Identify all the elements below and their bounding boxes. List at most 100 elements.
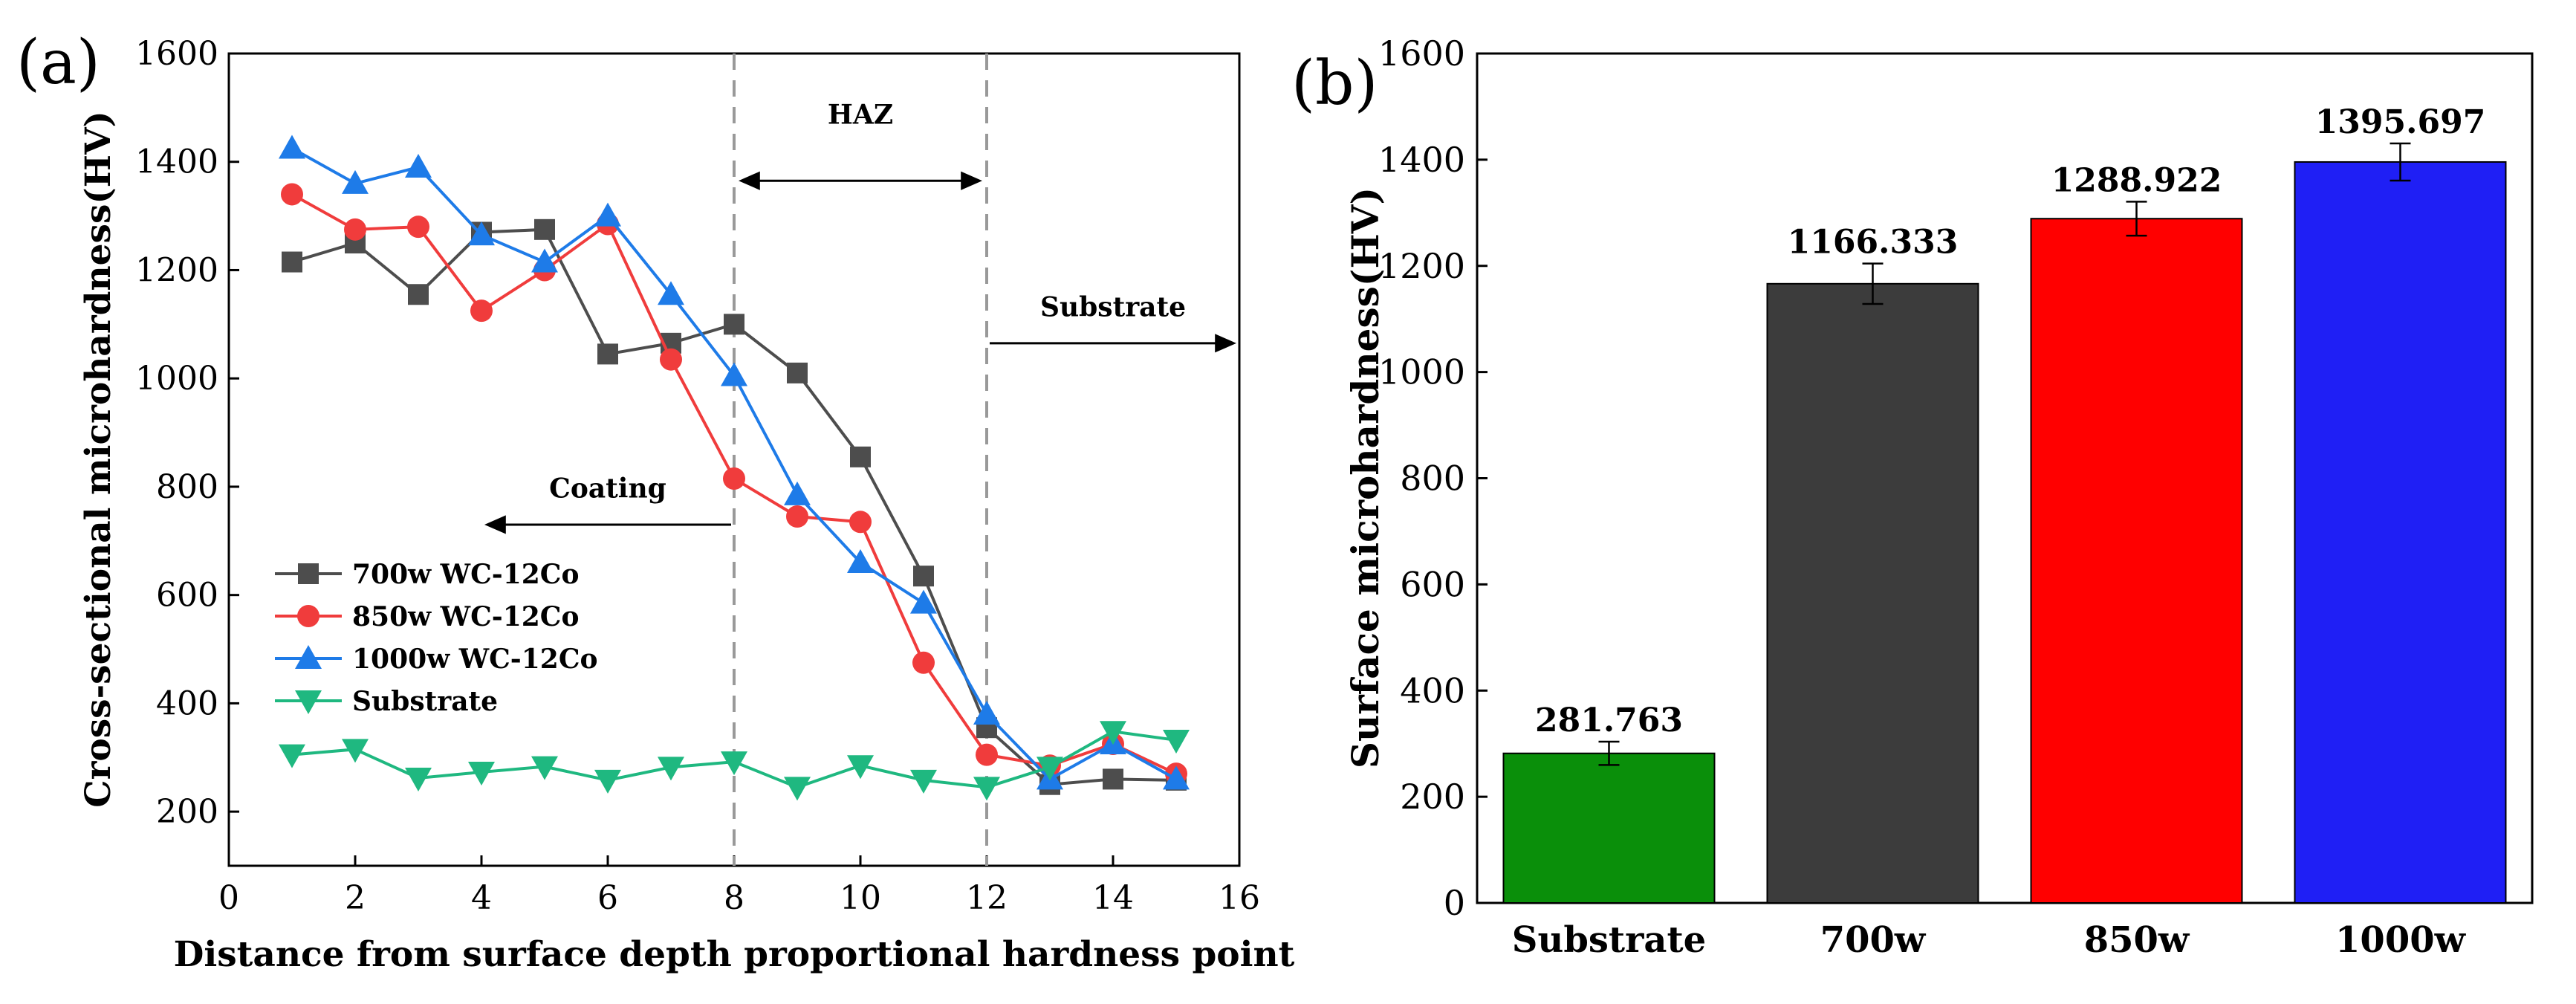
panel-a-y-axis-label: Cross-sectional microhardness(HV)	[78, 111, 119, 808]
bar-value-label: 1166.333	[1788, 224, 1959, 262]
substrate-arrowhead	[1215, 334, 1236, 353]
substrate-region-label: Substrate	[1040, 291, 1186, 323]
data-point	[597, 343, 618, 365]
panel-b-y-tick-label: 1200	[1378, 246, 1465, 286]
data-point	[531, 756, 558, 780]
panel-a-x-axis-label: Distance from surface depth proportional…	[174, 934, 1295, 975]
data-point	[787, 362, 808, 383]
panel-b-bar-chart: (b) 0 200 400 600 800 1000 1200 1400 1600 281.76…	[1291, 33, 2534, 961]
data-point	[721, 751, 747, 776]
panel-a-y-tick-label: 1600	[135, 35, 218, 73]
series-substrate	[279, 721, 1190, 801]
bar-700w	[1766, 282, 1979, 904]
data-point	[973, 700, 1000, 725]
data-point	[531, 248, 558, 273]
data-point	[973, 777, 1000, 801]
legend-marker	[295, 645, 322, 669]
data-point	[342, 169, 369, 194]
panel-b-x-axis: Substrate 700w 850w 1000w	[1512, 919, 2467, 961]
data-point	[468, 221, 495, 246]
panel-b-y-tick-label: 800	[1400, 459, 1465, 499]
panel-a-line-chart: (a) 200 400 600 800 1000 1200 1400 1600 0 2 4 6 8 10…	[16, 27, 1295, 975]
data-point	[847, 755, 874, 780]
data-point	[408, 284, 429, 305]
data-point	[910, 589, 937, 614]
panel-a-y-tick-label: 200	[156, 793, 218, 831]
data-point	[658, 281, 684, 305]
panel-a-x-tick-label: 2	[345, 879, 366, 917]
coating-arrowhead	[484, 515, 506, 534]
panel-a-x-tick-label: 12	[966, 879, 1008, 917]
panel-a-y-tick-label: 400	[156, 684, 218, 722]
data-point	[342, 739, 369, 763]
legend-marker	[298, 563, 319, 584]
data-point	[594, 769, 621, 794]
data-point	[723, 467, 745, 490]
panel-b-y-axis: 0 200 400 600 800 1000 1200 1400 1600	[1378, 33, 1487, 923]
panel-b-x-tick-label: 850w	[2084, 919, 2190, 961]
panel-b-y-tick-label: 400	[1400, 670, 1465, 710]
data-point	[849, 511, 872, 534]
legend-label: 700w WC-12Co	[352, 559, 579, 590]
data-point	[468, 761, 495, 786]
panel-a-label: (a)	[16, 27, 100, 98]
data-point	[279, 135, 305, 159]
panel-b-y-tick-label: 0	[1444, 883, 1465, 923]
data-point	[660, 348, 682, 371]
data-point	[534, 218, 555, 240]
haz-arrowhead-right	[961, 171, 982, 190]
bar-850w	[2030, 218, 2243, 904]
data-point	[470, 299, 493, 323]
data-point	[1036, 757, 1063, 781]
bar-value-label: 1395.697	[2315, 103, 2486, 141]
data-point	[1100, 721, 1126, 745]
panel-a-y-tick-label: 1000	[135, 360, 218, 398]
panel-a-x-tick-label: 16	[1219, 879, 1260, 917]
legend-marker	[297, 605, 319, 627]
data-point	[724, 314, 744, 335]
panel-a-x-axis: 0 2 4 6 8 10 12 14 16	[218, 855, 1260, 917]
data-point	[913, 566, 934, 587]
panel-b-x-tick-label: Substrate	[1512, 919, 1706, 961]
haz-arrowhead-left	[739, 171, 760, 190]
data-point	[1163, 729, 1190, 754]
legend-label: 850w WC-12Co	[352, 601, 579, 632]
data-point	[282, 251, 302, 273]
panel-b-y-tick-label: 1000	[1378, 352, 1465, 392]
data-point	[910, 769, 937, 794]
legend-label: 1000w WC-12Co	[352, 644, 598, 675]
panel-a-x-tick-label: 14	[1092, 879, 1134, 917]
bar-1000w	[2294, 161, 2507, 904]
data-point	[594, 202, 621, 227]
panel-b-y-tick-label: 600	[1400, 564, 1465, 604]
bar-value-label: 1288.922	[2051, 161, 2222, 199]
data-point	[784, 481, 811, 505]
data-point	[405, 154, 432, 178]
data-point	[784, 777, 811, 801]
data-point	[850, 446, 871, 467]
series-700w-wc-12co	[282, 218, 1187, 795]
coating-label: Coating	[549, 473, 666, 505]
panel-a-x-tick-label: 10	[840, 879, 881, 917]
panel-a-series	[279, 135, 1190, 801]
bar-value-label: 281.763	[1535, 702, 1683, 739]
panel-b-y-tick-label: 200	[1400, 777, 1465, 817]
data-point	[1103, 768, 1123, 790]
panel-b-y-tick-label: 1400	[1378, 140, 1465, 180]
panel-a-legend: 700w WC-12Co 850w WC-12Co 1000w WC-12Co Sub…	[275, 559, 598, 717]
data-point	[721, 362, 747, 386]
panel-b-y-tick-label: 1600	[1378, 33, 1465, 74]
data-point	[786, 505, 808, 528]
data-point	[407, 216, 429, 239]
panel-a-x-tick-label: 8	[724, 879, 744, 917]
data-point	[405, 767, 432, 791]
data-point	[847, 548, 874, 573]
data-point	[658, 757, 684, 781]
panel-a-annotations: HAZ Substrate Coating	[484, 100, 1236, 534]
panel-b-bars: 281.763 1166.333 1288.922 1395.697	[1502, 103, 2507, 904]
data-point	[912, 651, 935, 674]
panel-a-x-tick-label: 4	[471, 879, 492, 917]
panel-a-x-tick-label: 0	[218, 879, 239, 917]
legend-label: Substrate	[352, 686, 498, 717]
